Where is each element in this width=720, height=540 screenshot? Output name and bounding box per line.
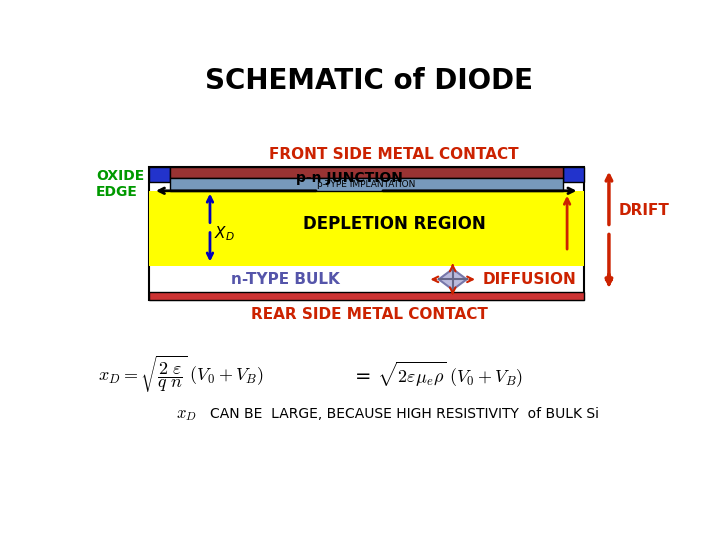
Polygon shape [438, 269, 467, 290]
Text: n-TYPE BULK: n-TYPE BULK [231, 272, 340, 287]
Text: SCHEMATIC of DIODE: SCHEMATIC of DIODE [205, 68, 533, 96]
Text: $\sqrt{2\varepsilon\mu_e\rho}\;(V_0+V_B)$: $\sqrt{2\varepsilon\mu_e\rho}\;(V_0+V_B)… [377, 360, 523, 389]
Bar [170, 178, 562, 191]
Text: $X_D$: $X_D$ [215, 225, 235, 243]
Text: p-TYPE IMPLANTATION: p-TYPE IMPLANTATION [317, 180, 415, 189]
Bar [148, 292, 584, 300]
Text: DRIFT: DRIFT [619, 203, 670, 218]
Text: CAN BE  LARGE, BECAUSE HIGH RESISTIVITY  of BULK Si: CAN BE LARGE, BECAUSE HIGH RESISTIVITY o… [210, 407, 599, 421]
Text: DEPLETION REGION: DEPLETION REGION [302, 215, 485, 233]
Text: DIFFUSION: DIFFUSION [482, 272, 576, 287]
Bar [170, 167, 562, 178]
Text: OXIDE
EDGE: OXIDE EDGE [96, 168, 144, 199]
Bar [148, 167, 584, 300]
Bar [148, 191, 584, 266]
Bar [562, 167, 584, 183]
Text: $=$: $=$ [351, 365, 371, 384]
Text: p-n JUNCTION: p-n JUNCTION [296, 171, 403, 185]
Text: $x_D = \sqrt{\dfrac{2\;\varepsilon}{q\;n}}\;(V_0+V_B)$: $x_D = \sqrt{\dfrac{2\;\varepsilon}{q\;n… [99, 354, 264, 395]
Text: REAR SIDE METAL CONTACT: REAR SIDE METAL CONTACT [251, 307, 487, 322]
Bar [148, 167, 170, 183]
Text: FRONT SIDE METAL CONTACT: FRONT SIDE METAL CONTACT [269, 147, 519, 161]
Text: $x_D$: $x_D$ [176, 405, 197, 423]
